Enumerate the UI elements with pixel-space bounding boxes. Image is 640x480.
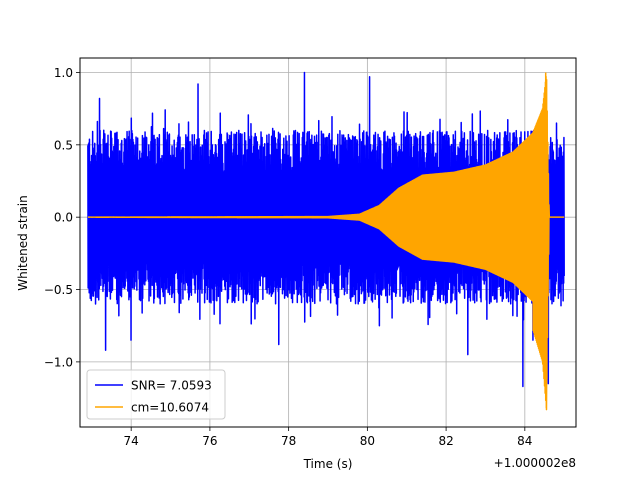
x-tick-label: 82 bbox=[438, 434, 453, 448]
y-tick-label: 0.0 bbox=[54, 211, 73, 225]
x-axis-ticks: 74 76 78 80 82 84 bbox=[124, 427, 532, 448]
x-tick-label: 80 bbox=[360, 434, 375, 448]
x-tick-label: 74 bbox=[124, 434, 139, 448]
x-tick-label: 78 bbox=[281, 434, 296, 448]
legend: SNR= 7.0593 cm=10.6074 bbox=[86, 369, 226, 420]
x-tick-label: 84 bbox=[517, 434, 532, 448]
y-tick-label: −1.0 bbox=[44, 355, 73, 369]
axes-frame bbox=[79, 57, 577, 428]
legend-label-snr: SNR= 7.0593 bbox=[131, 379, 212, 393]
y-axis-label: Whitened strain bbox=[16, 195, 30, 291]
x-axis-offset-label: +1.000002e8 bbox=[494, 456, 576, 470]
plot-area bbox=[87, 71, 565, 411]
y-tick-label: 1.0 bbox=[54, 66, 73, 80]
series-cm-line bbox=[87, 72, 565, 411]
y-tick-label: −0.5 bbox=[44, 283, 73, 297]
series-cm bbox=[87, 72, 565, 411]
y-axis-ticks: −1.0 −0.5 0.0 0.5 1.0 bbox=[44, 66, 80, 369]
x-tick-label: 76 bbox=[202, 434, 217, 448]
x-axis-label: Time (s) bbox=[303, 457, 353, 471]
legend-label-cm: cm=10.6074 bbox=[131, 401, 209, 415]
y-tick-label: 0.5 bbox=[54, 138, 73, 152]
